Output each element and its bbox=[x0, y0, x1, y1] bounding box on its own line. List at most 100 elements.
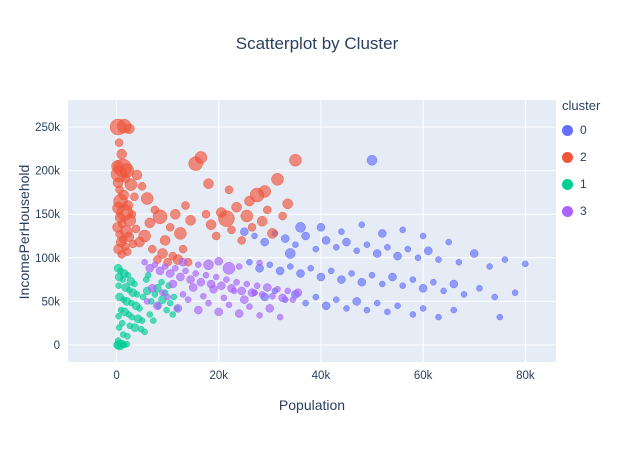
scatter-point[interactable] bbox=[165, 269, 175, 278]
scatter-point[interactable] bbox=[218, 210, 235, 227]
scatter-point[interactable] bbox=[278, 293, 287, 303]
scatter-point[interactable] bbox=[240, 209, 254, 223]
scatter-point[interactable] bbox=[153, 301, 162, 311]
scatter-point[interactable] bbox=[137, 182, 147, 191]
scatter-point[interactable] bbox=[237, 286, 246, 296]
scatter-point[interactable] bbox=[251, 289, 258, 296]
scatter-point[interactable] bbox=[282, 198, 293, 210]
scatter-point[interactable] bbox=[440, 287, 447, 295]
scatter-point[interactable] bbox=[404, 245, 412, 253]
scatter-point[interactable] bbox=[388, 272, 397, 282]
scatter-point[interactable] bbox=[157, 248, 168, 259]
scatter-point[interactable] bbox=[176, 272, 185, 282]
scatter-point[interactable] bbox=[284, 287, 291, 295]
scatter-point[interactable] bbox=[419, 232, 427, 240]
scatter-point[interactable] bbox=[115, 312, 122, 320]
scatter-point[interactable] bbox=[247, 223, 257, 232]
scatter-point[interactable] bbox=[296, 269, 305, 278]
scatter-point[interactable] bbox=[251, 232, 258, 240]
scatter-point[interactable] bbox=[201, 209, 211, 219]
series-cluster-0[interactable] bbox=[240, 154, 529, 321]
scatter-point[interactable] bbox=[114, 337, 122, 344]
scatter-point[interactable] bbox=[316, 223, 326, 232]
scatter-point[interactable] bbox=[115, 282, 122, 289]
scatter-point[interactable] bbox=[414, 254, 422, 262]
scatter-point[interactable] bbox=[119, 276, 126, 283]
scatter-point[interactable] bbox=[139, 293, 147, 301]
scatter-point[interactable] bbox=[368, 271, 376, 279]
scatter-point[interactable] bbox=[235, 263, 243, 270]
scatter-point[interactable] bbox=[217, 281, 226, 290]
scatter-point[interactable] bbox=[123, 340, 131, 348]
scatter-point[interactable] bbox=[182, 267, 189, 275]
scatter-point[interactable] bbox=[289, 153, 302, 167]
scatter-point[interactable] bbox=[117, 250, 126, 259]
scatter-point[interactable] bbox=[263, 205, 272, 215]
scatter-point[interactable] bbox=[256, 259, 263, 267]
scatter-point[interactable] bbox=[274, 285, 281, 293]
scatter-point[interactable] bbox=[460, 291, 468, 298]
scatter-point[interactable] bbox=[271, 173, 284, 186]
scatter-point[interactable] bbox=[338, 228, 345, 235]
scatter-point[interactable] bbox=[409, 276, 417, 283]
scatter-point[interactable] bbox=[302, 299, 309, 307]
scatter-point[interactable] bbox=[227, 225, 236, 235]
scatter-point[interactable] bbox=[234, 309, 244, 318]
scatter-point[interactable] bbox=[287, 263, 294, 270]
scatter-point[interactable] bbox=[145, 264, 155, 273]
scatter-point[interactable] bbox=[131, 169, 143, 181]
scatter-point[interactable] bbox=[258, 185, 271, 198]
scatter-point[interactable] bbox=[214, 307, 223, 317]
scatter-point[interactable] bbox=[144, 217, 156, 229]
scatter-point[interactable] bbox=[130, 323, 140, 332]
scatter-point[interactable] bbox=[230, 287, 238, 295]
scatter-point[interactable] bbox=[449, 279, 459, 289]
scatter-point[interactable] bbox=[211, 231, 221, 241]
scatter-point[interactable] bbox=[136, 305, 143, 312]
scatter-point[interactable] bbox=[118, 319, 126, 327]
scatter-point[interactable] bbox=[195, 261, 202, 269]
scatter-point[interactable] bbox=[312, 293, 320, 301]
scatter-point[interactable] bbox=[333, 296, 340, 303]
scatter-point[interactable] bbox=[399, 282, 406, 289]
scatter-point[interactable] bbox=[373, 299, 381, 307]
scatter-point[interactable] bbox=[155, 266, 165, 276]
scatter-point[interactable] bbox=[246, 303, 253, 310]
scatter-point[interactable] bbox=[200, 292, 207, 300]
scatter-point[interactable] bbox=[124, 123, 135, 135]
scatter-point[interactable] bbox=[203, 259, 214, 271]
legend-item-cluster-1[interactable]: 1 bbox=[562, 177, 600, 191]
legend-item-cluster-0[interactable]: 0 bbox=[562, 123, 600, 137]
scatter-point[interactable] bbox=[399, 226, 406, 234]
scatter-point[interactable] bbox=[124, 178, 138, 191]
scatter-point[interactable] bbox=[146, 311, 154, 318]
scatter-point[interactable] bbox=[174, 227, 187, 240]
scatter-point[interactable] bbox=[348, 270, 355, 277]
scatter-point[interactable] bbox=[476, 285, 483, 292]
scatter-point[interactable] bbox=[312, 245, 320, 253]
scatter-point[interactable] bbox=[256, 215, 268, 227]
legend-item-cluster-2[interactable]: 2 bbox=[562, 150, 600, 164]
scatter-point[interactable] bbox=[265, 304, 275, 313]
scatter-point[interactable] bbox=[224, 185, 234, 195]
scatter-point[interactable] bbox=[173, 304, 183, 313]
scatter-point[interactable] bbox=[231, 201, 242, 213]
scatter-point[interactable] bbox=[186, 275, 195, 284]
scatter-point[interactable] bbox=[258, 291, 266, 298]
scatter-point[interactable] bbox=[455, 258, 463, 266]
scatter-point[interactable] bbox=[327, 267, 335, 275]
scatter-point[interactable] bbox=[181, 201, 190, 210]
scatter-point[interactable] bbox=[172, 265, 179, 272]
scatter-point[interactable] bbox=[409, 311, 417, 318]
scatter-point[interactable] bbox=[205, 219, 217, 230]
scatter-point[interactable] bbox=[394, 302, 401, 310]
scatter-point[interactable] bbox=[278, 211, 287, 221]
scatter-point[interactable] bbox=[384, 308, 391, 316]
scatter-point[interactable] bbox=[246, 258, 253, 266]
scatter-point[interactable] bbox=[337, 275, 346, 284]
scatter-point[interactable] bbox=[321, 301, 331, 311]
scatter-point[interactable] bbox=[256, 312, 263, 319]
scatter-point[interactable] bbox=[243, 280, 251, 288]
scatter-point[interactable] bbox=[203, 178, 214, 189]
scatter-point[interactable] bbox=[124, 333, 131, 340]
